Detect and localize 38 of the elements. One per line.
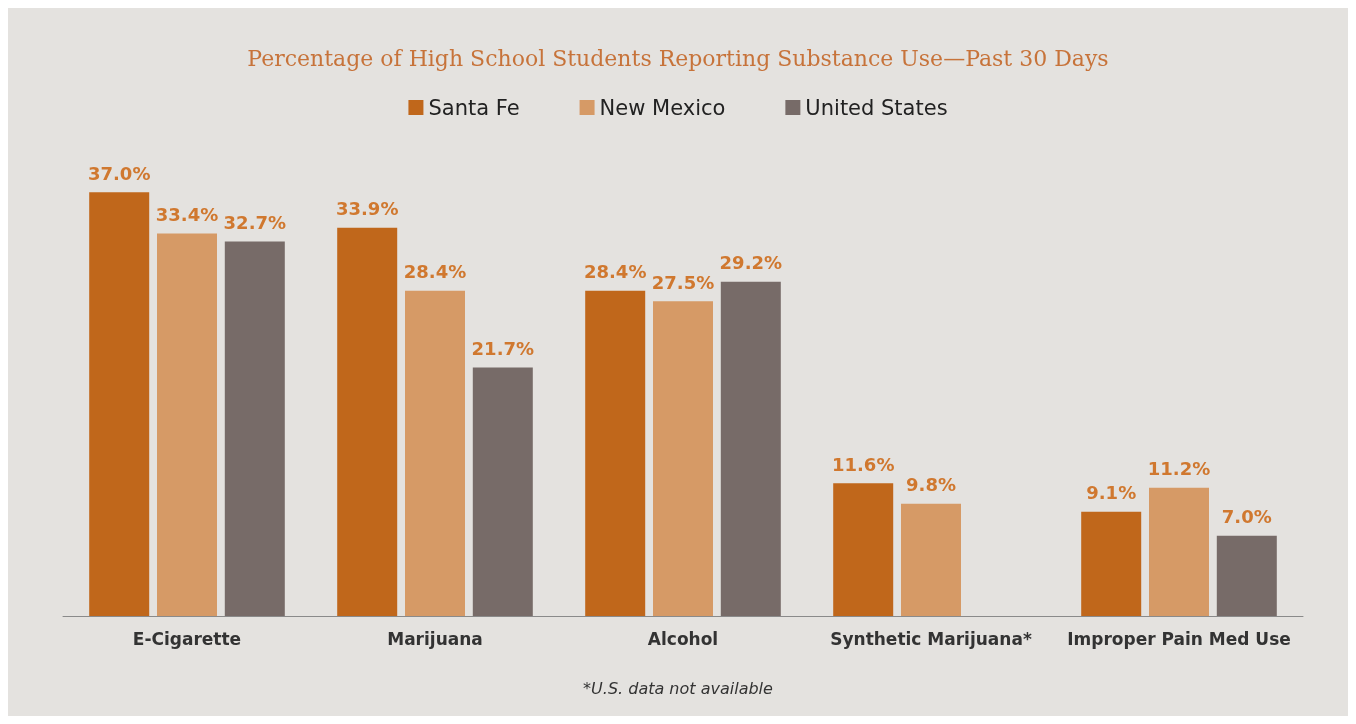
data-label: 9.8%: [906, 474, 956, 496]
data-label: 21.7%: [471, 338, 535, 360]
data-label: 37.0%: [87, 162, 151, 184]
bar: [405, 290, 465, 616]
bar: [585, 290, 646, 616]
bar: [720, 281, 781, 616]
text: *U.S. data not available: [583, 678, 774, 698]
bar: [833, 483, 894, 616]
bar: [224, 241, 285, 616]
bar: [89, 192, 150, 616]
legend-label: United States: [805, 95, 948, 120]
bar: [1149, 487, 1209, 616]
bar: [157, 233, 217, 616]
data-label: 28.4%: [583, 261, 647, 283]
x-tick-label: Improper Pain Med Use: [1067, 628, 1291, 649]
x-tick-label: Alcohol: [647, 628, 719, 649]
bar: [337, 227, 398, 616]
x-tick-label: Marijuana: [387, 628, 483, 649]
bar: [1081, 511, 1142, 616]
data-label: 32.7%: [223, 212, 287, 234]
x-tick-label: Synthetic Marijuana*: [830, 628, 1032, 649]
bar: [472, 367, 533, 616]
x-tick-label: E-Cigarette: [132, 628, 242, 649]
data-label: 33.4%: [155, 204, 219, 226]
bar: [1216, 535, 1277, 616]
data-label: 28.4%: [403, 261, 467, 283]
data-label: 27.5%: [651, 271, 715, 293]
legend-label: Santa Fe: [428, 95, 520, 120]
legend-label: New Mexico: [599, 95, 726, 120]
chart-title: Percentage of High School Students Reporting Substance Use—Past 30 Days: [247, 45, 1109, 71]
data-label: 33.9%: [335, 198, 399, 220]
data-label: 7.0%: [1221, 506, 1272, 528]
bar: [901, 503, 961, 616]
data-label: 11.6%: [831, 453, 895, 475]
data-label: 29.2%: [719, 252, 783, 274]
data-label: 9.1%: [1086, 482, 1137, 504]
bar: [653, 301, 713, 616]
data-label: 11.2%: [1147, 458, 1211, 480]
